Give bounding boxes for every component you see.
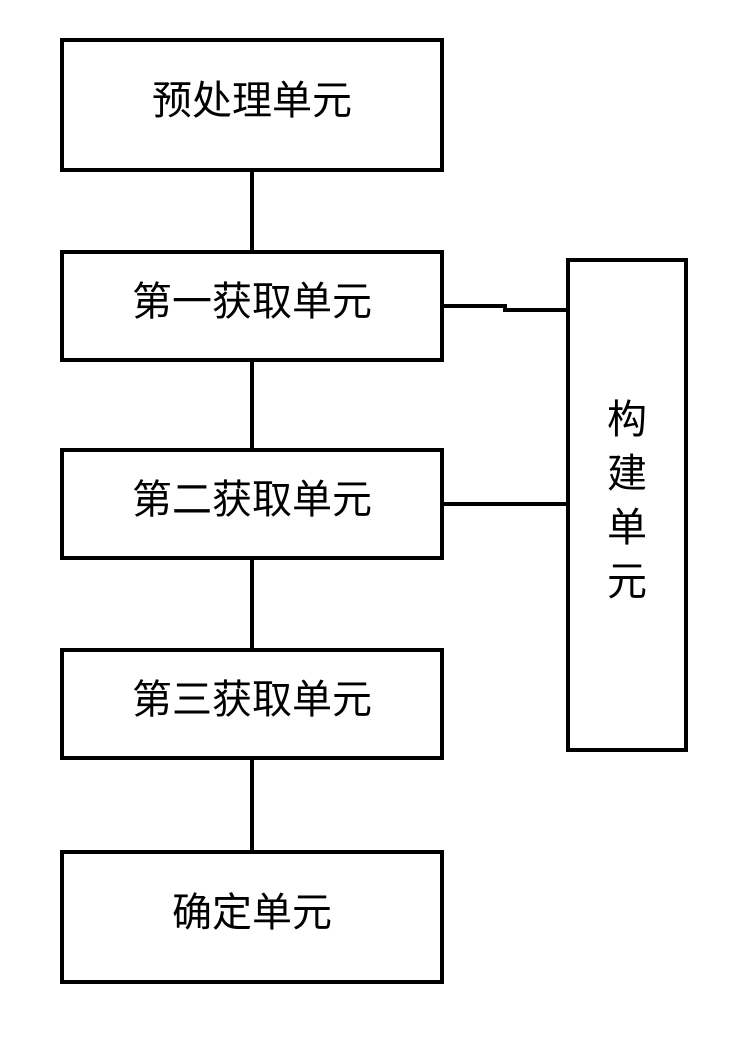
node-label: 第三获取单元 — [132, 677, 372, 722]
node-n1: 预处理单元 — [62, 40, 442, 170]
node-n2: 第一获取单元 — [62, 252, 442, 360]
node-n3: 第二获取单元 — [62, 450, 442, 558]
node-n6: 构建单元 — [568, 260, 686, 750]
node-label: 确定单元 — [172, 890, 332, 935]
node-n4: 第三获取单元 — [62, 650, 442, 758]
node-label: 第一获取单元 — [132, 279, 372, 324]
flowchart: 预处理单元第一获取单元第二获取单元第三获取单元确定单元 构建单元 — [0, 0, 737, 1051]
node-label: 第二获取单元 — [132, 477, 372, 522]
node-label-char: 构 — [607, 397, 647, 442]
node-label-char: 建 — [607, 451, 647, 496]
node-label-char: 元 — [607, 559, 647, 604]
node-n5: 确定单元 — [62, 852, 442, 982]
node-label-char: 单 — [607, 505, 647, 550]
node-label: 预处理单元 — [152, 78, 352, 123]
connector — [442, 306, 568, 310]
